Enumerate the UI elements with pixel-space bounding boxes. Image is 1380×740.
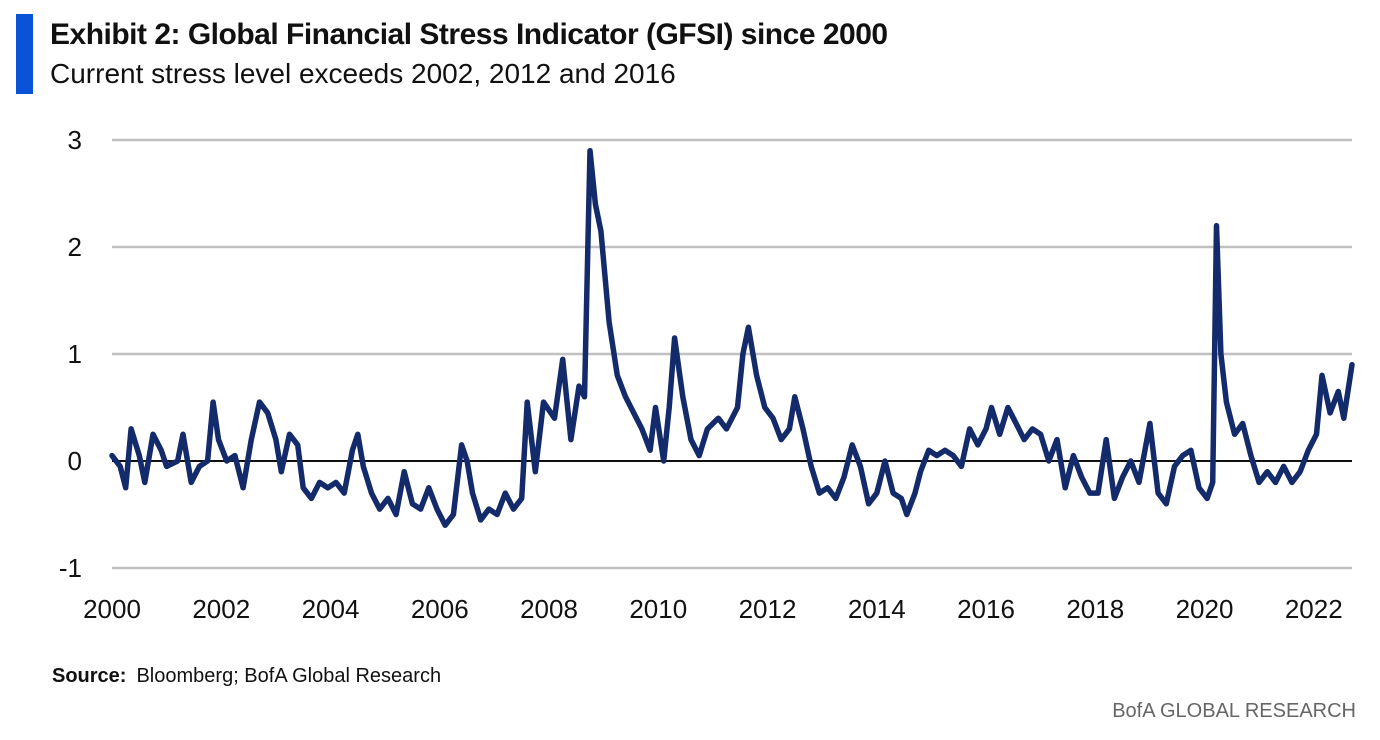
y-tick-label: 3 <box>68 125 82 155</box>
x-tick-label: 2010 <box>629 594 687 624</box>
series-group <box>109 147 1355 528</box>
x-tick-label: 2012 <box>739 594 797 624</box>
x-tick-label: 2008 <box>520 594 578 624</box>
y-tick-label: 0 <box>68 446 82 476</box>
x-tick-label: 2020 <box>1176 594 1234 624</box>
source-text: Bloomberg; BofA Global Research <box>136 665 442 687</box>
x-tick-label: 2014 <box>848 594 906 624</box>
y-tick-label: 2 <box>68 232 82 262</box>
gridlines <box>112 138 1352 570</box>
x-tick-label: 2000 <box>83 594 141 624</box>
brand-footer: BofA GLOBAL RESEARCH <box>1112 700 1356 722</box>
y-tick-label: -1 <box>59 553 82 583</box>
source-label: Source: <box>52 665 127 687</box>
x-axis-ticks: 2000 2002 2004 2006 2008 2010 2012 2014 2016 2018… <box>83 594 1343 624</box>
source-note: Source: Bloomberg; BofA Global Research <box>52 665 441 688</box>
x-tick-label: 2018 <box>1066 594 1124 624</box>
x-tick-label: 2004 <box>302 594 360 624</box>
y-axis-ticks: -1 0 1 2 3 <box>59 125 82 583</box>
chart-subtitle: Current stress level exceeds 2002, 2012 … <box>50 58 676 89</box>
accent-bar <box>16 14 33 94</box>
x-tick-label: 2022 <box>1285 594 1343 624</box>
x-tick-label: 2006 <box>411 594 469 624</box>
y-tick-label: 1 <box>68 339 82 369</box>
x-tick-label: 2016 <box>957 594 1015 624</box>
gfsi-series-line <box>109 147 1355 528</box>
chart-title: Exhibit 2: Global Financial Stress Indic… <box>50 18 888 51</box>
x-tick-label: 2002 <box>192 594 250 624</box>
